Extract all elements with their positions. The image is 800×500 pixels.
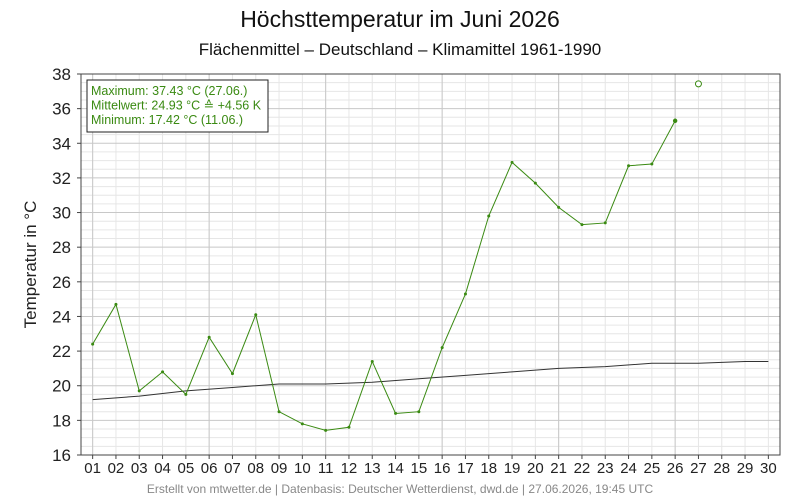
x-tick-label: 08 xyxy=(247,460,264,477)
y-tick-label: 30 xyxy=(52,204,71,223)
daily-max-point xyxy=(440,346,444,350)
daily-max-point xyxy=(510,160,514,164)
y-tick-label: 18 xyxy=(52,411,71,430)
y-tick-label: 20 xyxy=(52,377,71,396)
stat-mean: Mittelwert: 24.93 °C ≙ +4.56 K xyxy=(91,99,262,113)
stat-minimum: Minimum: 17.42 °C (11.06.) xyxy=(91,113,243,127)
forecast-point xyxy=(694,80,702,88)
daily-max-point xyxy=(347,425,351,429)
x-tick-label: 25 xyxy=(644,460,661,477)
y-tick-label: 38 xyxy=(52,65,71,84)
daily-max-point xyxy=(137,389,141,393)
x-tick-label: 20 xyxy=(527,460,544,477)
daily-max-point xyxy=(533,181,537,185)
daily-max-point xyxy=(603,221,607,225)
x-tick-label: 28 xyxy=(713,460,730,477)
daily-max-point xyxy=(114,302,118,306)
y-tick-label: 32 xyxy=(52,169,71,188)
x-tick-label: 24 xyxy=(620,460,637,477)
x-tick-label: 07 xyxy=(224,460,241,477)
chart-title: Höchsttemperatur im Juni 2026 xyxy=(240,6,560,32)
climate-series xyxy=(92,360,769,401)
daily-max-point xyxy=(370,359,374,363)
y-tick-label: 24 xyxy=(52,307,71,326)
daily-max-point xyxy=(207,335,211,339)
daily-max-point xyxy=(184,392,188,396)
x-tick-label: 04 xyxy=(154,460,171,477)
x-tick-label: 09 xyxy=(271,460,288,477)
x-tick-label: 22 xyxy=(574,460,591,477)
y-tick-label: 36 xyxy=(52,100,71,119)
daily-max-point xyxy=(277,410,281,414)
daily-max-line xyxy=(92,120,676,431)
forecast-series xyxy=(694,80,702,88)
x-axis-ticks: 01 02 03 04 05 06 07 08 09 10 11 12 13 14 15 16 17 18 19 20… xyxy=(84,455,777,477)
daily-max-point xyxy=(254,313,258,317)
x-tick-label: 17 xyxy=(457,460,474,477)
x-tick-label: 01 xyxy=(84,460,101,477)
y-tick-label: 34 xyxy=(52,134,71,153)
y-tick-label: 16 xyxy=(52,446,71,465)
y-tick-label: 28 xyxy=(52,238,71,257)
x-tick-label: 05 xyxy=(178,460,195,477)
daily-max-point xyxy=(300,422,304,426)
daily-max-point xyxy=(580,223,584,227)
x-tick-label: 13 xyxy=(364,460,381,477)
climate-mean-line xyxy=(92,360,769,401)
daily-max-point xyxy=(324,428,328,432)
x-tick-label: 02 xyxy=(108,460,125,477)
x-tick-label: 30 xyxy=(760,460,777,477)
daily-max-point xyxy=(161,370,165,374)
daily-max-point xyxy=(627,164,631,168)
daily-max-point xyxy=(394,411,398,415)
x-tick-label: 03 xyxy=(131,460,148,477)
x-tick-label: 19 xyxy=(504,460,521,477)
chart-subtitle: Flächenmittel – Deutschland – Klimamitte… xyxy=(198,40,602,59)
x-tick-label: 29 xyxy=(737,460,754,477)
daily-max-point xyxy=(557,205,561,209)
y-tick-label: 22 xyxy=(52,342,71,361)
daily-max-point xyxy=(463,292,467,296)
daily-max-point xyxy=(650,162,654,166)
daily-max-point xyxy=(417,410,421,414)
y-axis-ticks: 16 18 20 22 24 26 28 30 32 34 36 38 xyxy=(52,65,81,465)
daily-max-point xyxy=(672,118,678,123)
x-tick-label: 06 xyxy=(201,460,218,477)
stats-box: Maximum: 37.43 °C (27.06.) Mittelwert: 2… xyxy=(86,79,269,133)
x-tick-label: 10 xyxy=(294,460,311,477)
x-tick-label: 23 xyxy=(597,460,614,477)
plot-frame xyxy=(80,73,781,456)
x-tick-label: 16 xyxy=(434,460,451,477)
x-tick-label: 15 xyxy=(411,460,428,477)
x-tick-label: 26 xyxy=(667,460,684,477)
stat-maximum: Maximum: 37.43 °C (27.06.) xyxy=(91,84,247,98)
daily-max-point xyxy=(91,342,95,346)
y-tick-label: 26 xyxy=(52,273,71,292)
y-axis-label: Temperatur in °C xyxy=(21,201,40,329)
footer-credit: Erstellt von mtwetter.de | Datenbasis: D… xyxy=(146,482,654,496)
x-tick-label: 21 xyxy=(550,460,567,477)
x-tick-label: 12 xyxy=(341,460,358,477)
x-tick-label: 11 xyxy=(318,460,334,477)
daily-max-point xyxy=(230,372,234,376)
daily-series xyxy=(91,118,678,432)
x-tick-label: 18 xyxy=(480,460,497,477)
x-tick-label: 14 xyxy=(387,460,404,477)
x-tick-label: 27 xyxy=(690,460,707,477)
stats-box-frame xyxy=(86,79,269,133)
daily-max-point xyxy=(487,214,491,218)
